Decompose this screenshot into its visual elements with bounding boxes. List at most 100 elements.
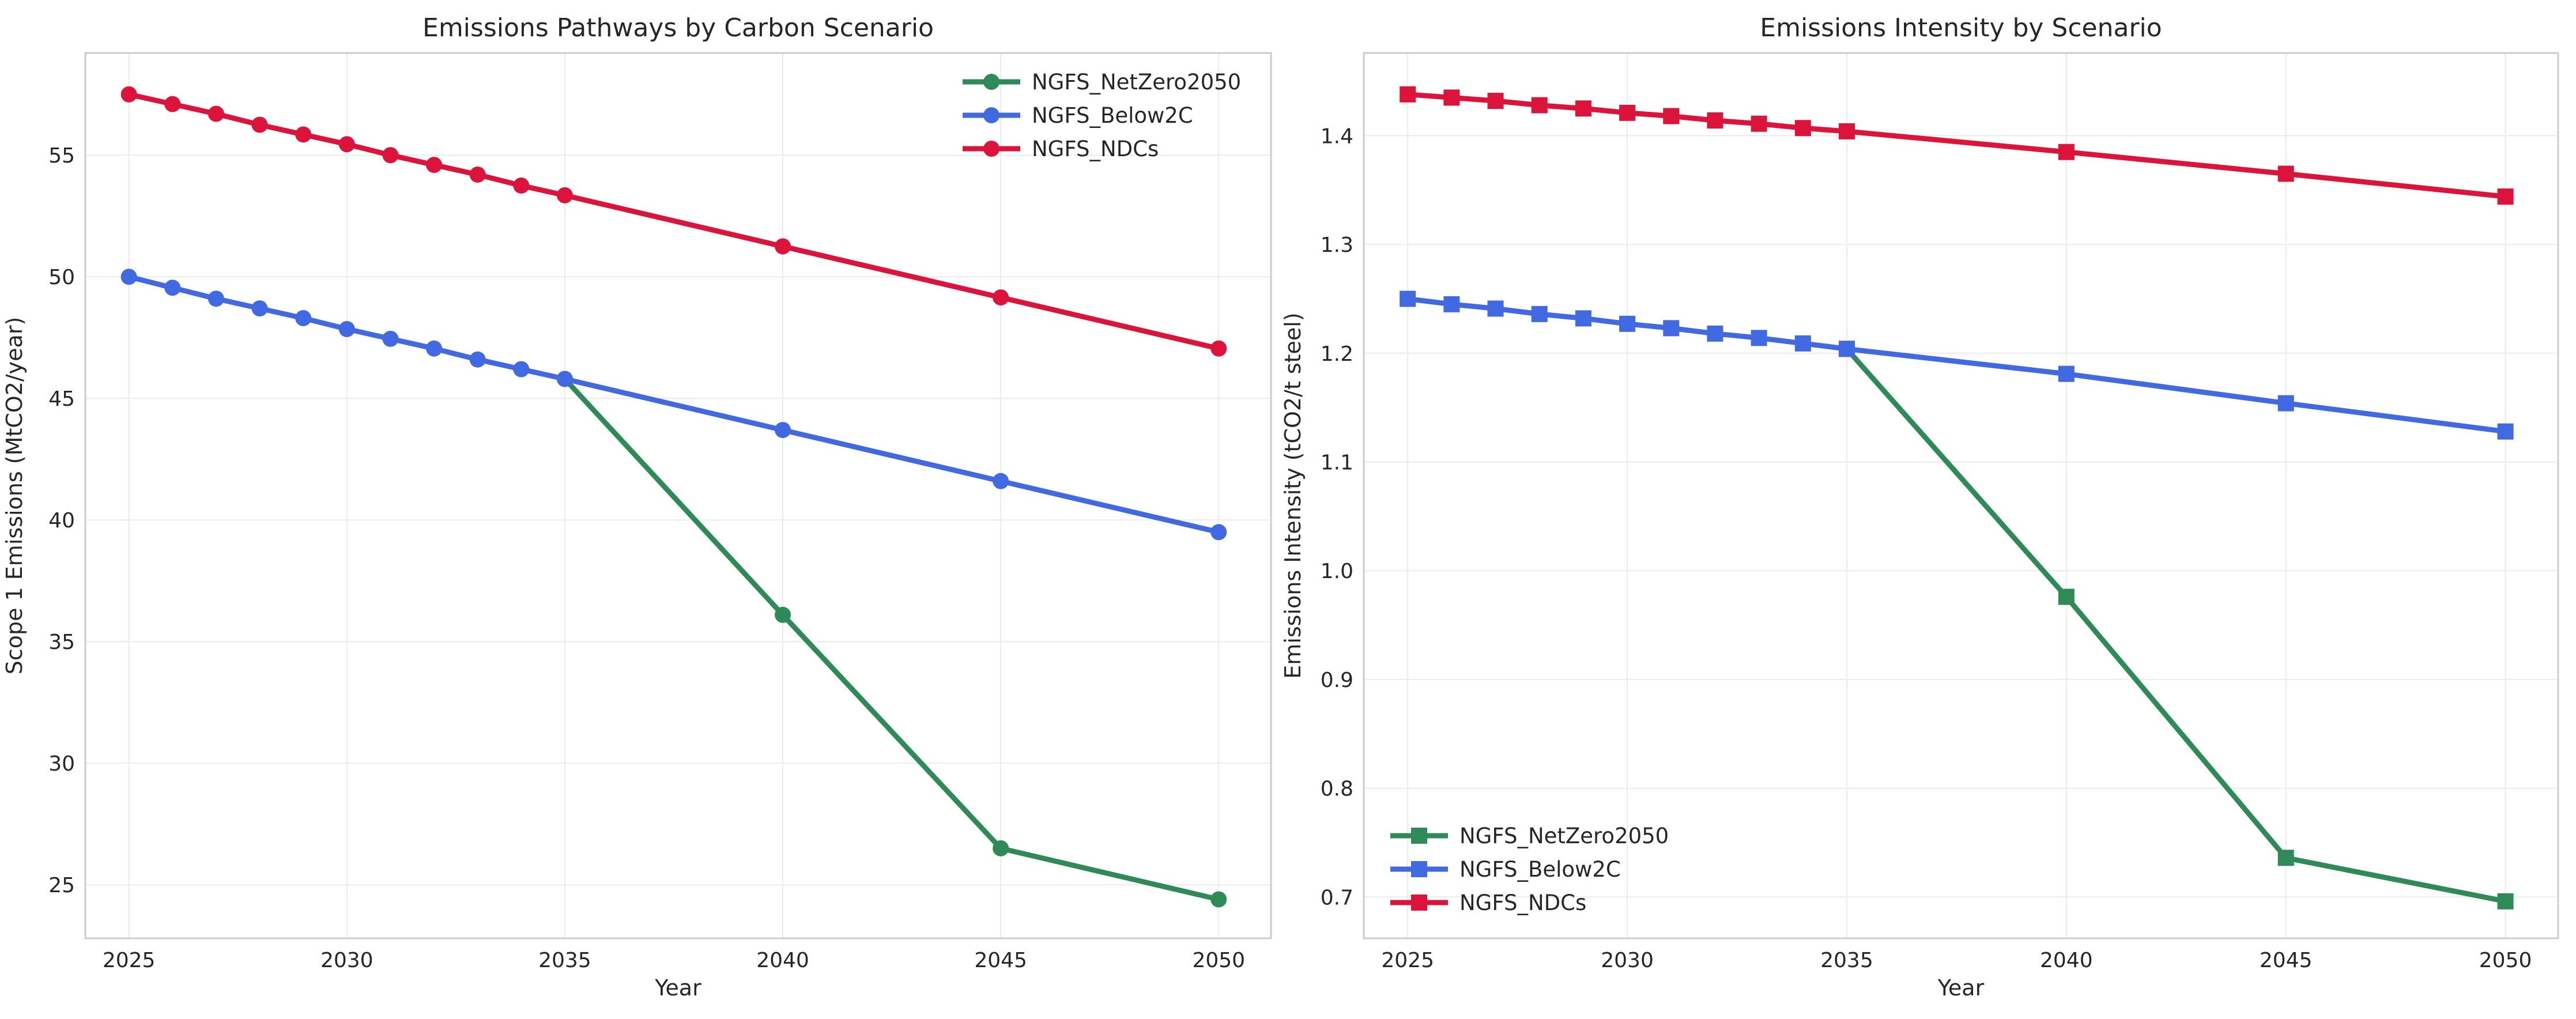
x-tick-label: 2025 (1381, 949, 1434, 972)
y-tick-label: 1.2 (1321, 342, 1353, 366)
data-point (993, 840, 1009, 856)
legend-marker (1411, 828, 1427, 844)
data-point (251, 300, 268, 317)
series-NGFS_NDCs (120, 86, 1227, 357)
y-tick-label: 0.9 (1321, 669, 1353, 692)
data-point (338, 320, 355, 337)
x-tick-label: 2035 (538, 949, 591, 972)
plot-frame (84, 52, 1272, 939)
legend-marker (983, 74, 1000, 90)
data-point (1443, 89, 1460, 106)
data-point (513, 361, 530, 378)
data-point (2497, 423, 2514, 440)
legend-label: NGFS_Below2C (1032, 103, 1193, 128)
x-tick-label: 2050 (2479, 949, 2532, 972)
data-point (1838, 123, 1855, 139)
legend: NGFS_NetZero2050 NGFS_Below2C NGFS_NDCs (963, 70, 1241, 161)
data-point (2058, 588, 2075, 605)
data-point (469, 351, 486, 368)
legend-marker (1411, 861, 1427, 877)
legend-label: NGFS_NDCs (1459, 890, 1586, 915)
legend-marker (983, 141, 1000, 157)
data-point (2497, 188, 2514, 205)
y-tick-label: 25 (48, 874, 75, 897)
data-point (426, 157, 442, 173)
data-point (2058, 144, 2075, 160)
y-axis-label: Scope 1 Emissions (MtCO2/year) (2, 317, 27, 675)
data-point (1210, 340, 1227, 357)
chart-title: Emissions Pathways by Carbon Scenario (423, 13, 934, 43)
data-point (1575, 310, 1591, 327)
series-NGFS_Below2C (120, 269, 1227, 541)
data-point (1707, 325, 1723, 342)
data-point (1210, 891, 1227, 908)
y-axis-label: Emissions Intensity (tCO2/t steel) (1280, 312, 1306, 678)
legend: NGFS_NetZero2050 NGFS_Below2C NGFS_NDCs (1390, 824, 1669, 915)
data-point (1400, 290, 1416, 307)
series-NGFS_NDCs (1400, 86, 2514, 205)
data-point (513, 177, 530, 194)
legend-label: NGFS_NetZero2050 (1032, 70, 1241, 95)
data-point (1531, 97, 1548, 114)
data-point (1487, 93, 1504, 110)
legend-label: NGFS_Below2C (1459, 857, 1621, 882)
y-tick-label: 45 (48, 387, 75, 411)
data-point (1575, 100, 1591, 117)
legend-marker (983, 107, 1000, 123)
data-point (120, 269, 137, 285)
y-tick-label: 50 (48, 266, 75, 289)
series-line (1844, 346, 2509, 904)
data-point (251, 116, 268, 133)
y-tick-label: 1.4 (1321, 124, 1353, 148)
y-tick-label: 55 (48, 144, 75, 168)
data-point (1751, 330, 1767, 346)
x-tick-label: 2045 (974, 949, 1027, 972)
x-tick-label: 2030 (320, 949, 374, 972)
data-point (338, 136, 355, 153)
legend-label: NGFS_NDCs (1032, 137, 1159, 161)
series-NGFS_Below2C (1400, 290, 2514, 440)
data-point (2277, 850, 2294, 866)
y-tick-label: 1.3 (1321, 233, 1353, 257)
plot-area (1364, 53, 2558, 938)
data-point (556, 371, 573, 387)
y-tick-label: 0.8 (1321, 778, 1353, 801)
data-point (775, 606, 791, 623)
data-point (2277, 395, 2294, 412)
data-point (1707, 112, 1723, 129)
data-point (295, 126, 312, 143)
data-point (120, 86, 137, 103)
data-point (382, 330, 399, 347)
y-tick-label: 0.7 (1321, 886, 1353, 909)
data-point (2058, 365, 2075, 382)
data-point (469, 166, 486, 183)
x-tick-label: 2045 (2260, 949, 2313, 972)
data-point (295, 310, 312, 326)
data-point (1531, 305, 1548, 322)
data-point (382, 147, 399, 164)
y-tick-label: 40 (48, 509, 75, 533)
data-point (1838, 341, 1855, 357)
x-tick-label: 2040 (756, 949, 809, 972)
y-tick-label: 30 (48, 752, 75, 776)
plot-frame (1363, 52, 2559, 939)
data-point (164, 280, 181, 296)
y-tick-label: 1.0 (1321, 560, 1353, 583)
x-axis-label: Year (654, 975, 701, 1001)
data-point (1619, 315, 1636, 332)
data-point (2277, 165, 2294, 182)
data-point (993, 473, 1009, 489)
data-point (1400, 86, 1416, 103)
data-point (556, 187, 573, 203)
data-point (1794, 120, 1811, 137)
plot-area (85, 53, 1271, 938)
legend-label: NGFS_NetZero2050 (1459, 824, 1669, 848)
y-tick-label: 1.1 (1321, 451, 1353, 475)
data-point (1663, 320, 1680, 337)
data-point (1210, 524, 1227, 541)
y-tick-label: 35 (48, 631, 75, 654)
data-point (1487, 300, 1504, 317)
data-point (2497, 893, 2514, 909)
chart-panel-1: 2025 2030 2035 2040 2045 2050 25 30 35 40 45 50 55 Em… (2, 13, 1272, 1001)
